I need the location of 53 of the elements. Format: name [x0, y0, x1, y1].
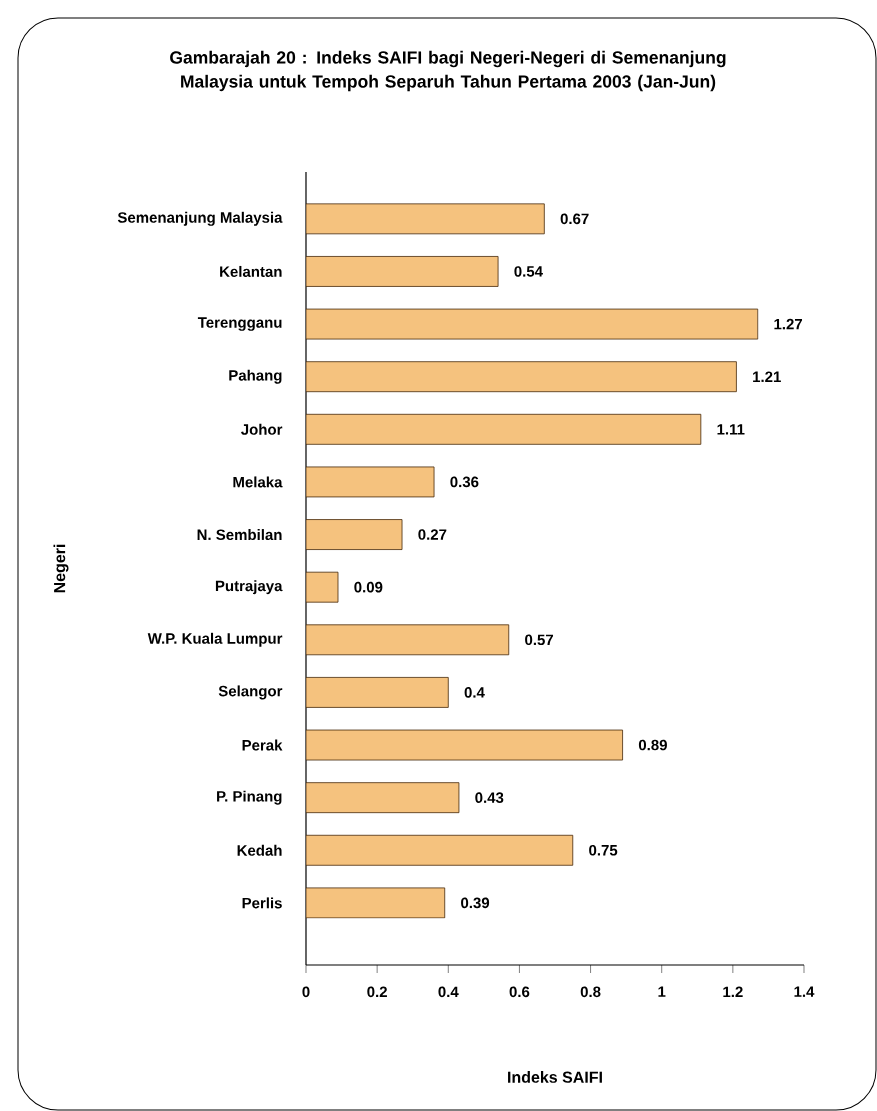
- data-label: 0.89: [638, 739, 667, 751]
- x-tick-label: 0.8: [580, 986, 601, 998]
- bar: [305, 729, 623, 761]
- x-tick-label: 1.4: [794, 986, 815, 997]
- x-axis-title: Indeks SAIFI: [508, 1071, 602, 1083]
- data-label: 0.4: [464, 687, 485, 698]
- x-tick-label: 0: [302, 986, 310, 998]
- bar: [305, 782, 460, 814]
- y-tick-label: P. Pinang: [217, 790, 282, 805]
- bar: [305, 624, 510, 656]
- y-tick-label: Semenanjung Malaysia: [117, 211, 283, 226]
- data-label: 0.54: [514, 266, 543, 277]
- y-tick-label: Kedah: [237, 844, 282, 856]
- bar: [305, 466, 435, 498]
- bar: [305, 677, 449, 708]
- y-tick-label: Perlis: [242, 897, 282, 909]
- bar: [305, 519, 403, 550]
- data-label: 0.75: [589, 844, 618, 856]
- x-tick-label: 0.6: [509, 986, 530, 998]
- data-label: 1.11: [717, 424, 745, 435]
- bar: [305, 203, 545, 235]
- data-label: 1.27: [774, 318, 803, 330]
- y-axis-title: Negeri: [53, 544, 69, 593]
- bar: [305, 887, 446, 919]
- bar: [305, 308, 759, 340]
- y-tick-label: Terengganu: [197, 317, 282, 331]
- x-tick-label: 0.4: [438, 986, 459, 998]
- y-tick-label: Selangor: [218, 685, 283, 700]
- y-tick-label: N. Sembilan: [197, 529, 282, 541]
- data-label: 0.09: [354, 581, 383, 593]
- data-label: 0.36: [450, 476, 479, 488]
- y-tick-label: Perak: [242, 739, 283, 751]
- y-tick-label: Johor: [241, 423, 283, 435]
- x-tick-label: 1.2: [723, 986, 743, 997]
- data-label: 0.67: [560, 213, 589, 225]
- bar: [305, 361, 737, 393]
- y-tick-label: Kelantan: [220, 265, 282, 277]
- bar: [305, 256, 499, 287]
- data-label: 0.57: [525, 634, 554, 646]
- data-label: 1.21: [753, 371, 781, 382]
- y-tick-label: Putrajaya: [215, 580, 283, 595]
- x-tick-label: 0.2: [367, 986, 387, 998]
- y-tick-label: Melaka: [233, 476, 283, 488]
- data-label: 0.39: [461, 897, 490, 909]
- chart-title: Gambarajah 20 : Indeks SAIFI bagi Negeri-Negeri di Semenanjung Malaysia untuk Tempoh Separuh Tahun Pertama 2003 (Jan-Jun): [170, 50, 726, 92]
- bar: [305, 834, 574, 866]
- bar: [305, 571, 339, 603]
- y-tick-label: Pahang: [229, 369, 282, 384]
- data-label: 0.27: [418, 529, 447, 540]
- x-tick-label: 1: [658, 986, 666, 997]
- bar: [305, 413, 702, 445]
- y-tick-label: W.P. Kuala Lumpur: [147, 632, 283, 647]
- data-label: 0.43: [475, 792, 504, 803]
